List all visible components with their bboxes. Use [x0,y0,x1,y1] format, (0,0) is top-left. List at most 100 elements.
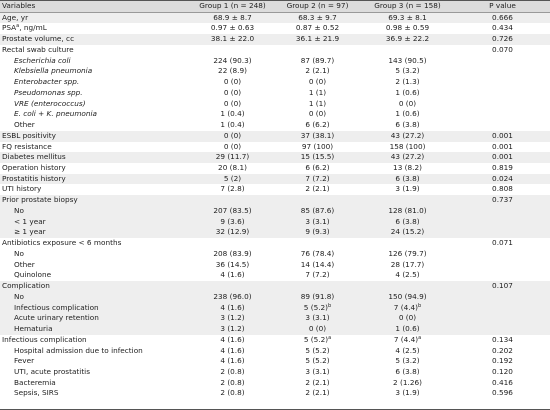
table-cell: 36 (14.5) [215,259,250,269]
table-cell: 2 (1.26) [393,377,422,387]
table-row: Fever 4 (1.6) 5 (5.2) 5 (3.2) 0.192 [0,356,550,367]
table-cell: 1 (0.6) [395,87,420,97]
cell-text: No [14,248,24,258]
table-cell: 2 (2.1) [305,66,330,76]
table-cell: 20 (8.1) [218,163,247,173]
table-cell: 14 (14.4) [300,259,335,269]
table-cell: 2 (0.8) [220,377,245,387]
table-cell: Antibiotics exposure < 6 months [0,238,190,249]
table-cell [455,120,550,131]
cell-text: Prostate volume, cc [2,34,75,44]
table-cell: 1 (0.6) [395,324,420,334]
table-cell: 6 (3.8) [395,173,420,183]
table-cell: Sepsis, SIRS [0,388,190,399]
table-cell [455,217,550,228]
table-cell: 1 (0.4) [220,120,245,130]
table-cell [190,238,275,249]
table-row: < 1 year 9 (3.6) 3 (3.1) 6 (3.8) [0,216,550,228]
table-cell: 5 (5.2) [305,356,330,366]
table-cell: 128 (81.0) [388,205,427,215]
table-cell: Operation history [0,163,190,174]
table-row: Escherichia coli 224 (90.3) 87 (89.7) 143 (… [0,56,550,67]
table-row: PSAa, ng/mL 0.97 ± 0.63 0.87 ± 0.52 0.98 ± … [0,23,550,34]
table-cell: 7 (7.2) [305,270,330,280]
table-cell: 36.9 ± 22.2 [385,34,430,44]
table-cell [455,270,550,281]
cell-text: 5 (5.2) [303,334,329,344]
table-cell: Hospital admission due to infection [0,346,190,357]
cell-text: Prostatitis history [2,173,66,183]
cell-text: Sepsis, SIRS [14,388,59,398]
table-cell: 9 (9.3) [305,227,330,237]
table-cell [275,45,360,56]
cell-text: Klebsiella pneumonia [14,66,93,76]
table-cell: Variables [2,1,36,10]
table-cell: 0 (0) [223,98,242,108]
table-row: ESBL positivity 0 (0) 37 (38.1) 43 (27.2) 0.… [0,130,550,142]
table-cell: 7 (4.4)a [360,335,455,346]
table-cell [360,195,455,206]
table-cell [455,66,550,77]
table-cell: 0 (0) [308,77,327,87]
table-cell: PSAa, ng/mL [0,23,190,34]
table-row: No 207 (83.5) 85 (87.6) 128 (81.0) [0,205,550,217]
table-cell [360,45,455,56]
table-cell: Quinolone [0,270,190,281]
table-cell: Group 2 (n = 97) [286,1,349,10]
table-cell [190,281,275,292]
table-cell: 87 (89.7) [300,55,335,65]
table-cell: 0.107 [492,281,513,291]
table-cell: 0.202 [492,345,513,355]
table-cell: 0.808 [492,184,513,194]
table-cell: 143 (90.5) [388,55,427,65]
table-cell: 5 (5.2)a [275,335,360,346]
table-cell: 7 (4.4)b [360,303,455,314]
table-cell [190,195,275,206]
table-cell: Prostate volume, cc [0,34,190,45]
table-cell: Acute urinary retention [0,313,190,324]
table-cell: 43 (27.2) [390,130,425,140]
table-cell: Prostatitis history [0,174,190,185]
cell-text: Hospital admission due to infection [14,345,143,355]
footnote-mark: a [418,334,422,341]
table-cell: 224 (90.3) [213,55,252,65]
cell-text: Antibiotics exposure < 6 months [2,238,122,248]
table-cell: 6 (6.2) [305,163,330,173]
table-cell [455,99,550,110]
table-cell: 0 (0) [223,87,242,97]
table-row: Klebsiella pneumonia 22 (8.9) 2 (2.1) 5 (3.… [0,66,550,77]
cell-text: UTI, acute prostatitis [14,366,91,376]
table-cell: Diabetes mellitus [0,152,190,163]
table-cell: 3 (1.2) [220,324,245,334]
table-cell: UTI history [0,184,190,195]
table-cell [455,249,550,260]
table-cell: 0.070 [492,44,513,54]
cell-text: Bacteremia [14,377,56,387]
table-row: Hospital admission due to infection 4 (1.… [0,346,550,357]
table-cell [360,281,455,292]
table-row: UTI, acute prostatitis 2 (0.8) 3 (3.1) 6 (3… [0,367,550,378]
cell-text: < 1 year [14,216,46,226]
table-cell: 0.001 [492,130,513,140]
cell-text: Other [14,259,35,269]
table-cell: 37 (38.1) [300,130,335,140]
table-cell: Hematuria [0,324,190,335]
table-cell: 68.9 ± 8.7 [213,12,252,22]
table-cell: 207 (83.5) [213,205,252,215]
table-cell: 2 (1.3) [395,77,420,87]
table-cell: Escherichia coli [0,56,190,67]
table-cell: 0.134 [492,334,513,344]
table-cell: 6 (3.8) [395,366,420,376]
table-cell: No [0,206,190,217]
table-cell: 7 (7.2) [305,173,330,183]
table-row: Other 1 (0.4) 6 (6.2) 6 (3.8) [0,120,550,131]
cell-text: 5 (5.2) [303,302,329,312]
table-cell [455,260,550,271]
table-cell: Pseudomonas spp. [0,88,190,99]
table-cell: Bacteremia [0,378,190,389]
cell-text: Quinolone [14,270,52,280]
cell-text: Infectious complication [2,334,87,344]
table-cell: 4 (1.6) [220,270,245,280]
table-cell: < 1 year [0,217,190,228]
table-cell: 238 (96.0) [213,291,252,301]
